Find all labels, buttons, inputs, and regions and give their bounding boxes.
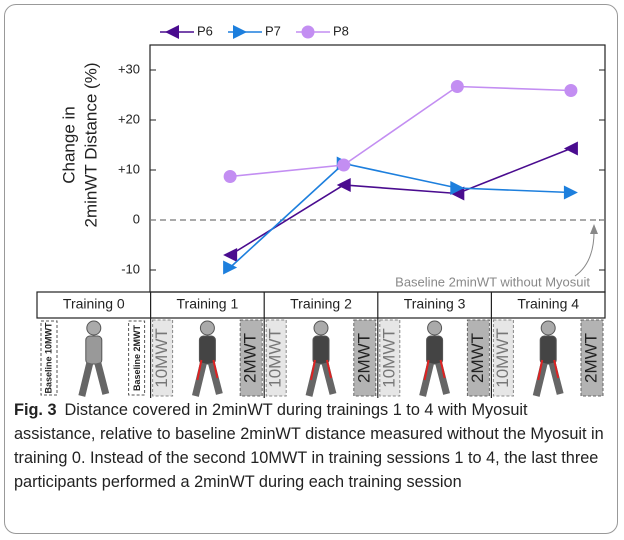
legend-label: P6 — [197, 23, 213, 38]
arrow-head — [590, 224, 598, 234]
annotation-arrow — [575, 228, 594, 276]
figure-body — [199, 336, 215, 364]
point — [337, 178, 351, 192]
point — [302, 26, 315, 39]
y-axis-label: 2minWT Distance (%) — [81, 63, 100, 228]
figure-body — [540, 336, 556, 364]
category-label: Training 3 — [404, 296, 466, 312]
legend-label: P7 — [265, 23, 281, 38]
category-label: Training 2 — [290, 296, 352, 312]
page: Change in2minWT Distance (%) +30 +20 +10 0 -1… — [0, 0, 624, 540]
figure-body — [427, 336, 443, 364]
reference-label: Baseline 2minWT without Myosuit — [395, 274, 590, 289]
series-line — [230, 149, 571, 256]
y-tick-label: +10 — [118, 161, 140, 176]
category-label: Training 1 — [177, 296, 239, 312]
series-line — [230, 87, 571, 177]
plot-frame — [150, 45, 605, 292]
figure-body — [313, 336, 329, 364]
point — [337, 159, 350, 172]
panel-right-label: 2MWT — [354, 333, 373, 383]
category-label: Training 0 — [63, 296, 125, 312]
point — [224, 170, 237, 183]
figure-legs — [82, 363, 106, 396]
figure-head — [200, 321, 214, 335]
figure-body — [86, 336, 102, 364]
caption-label: Fig. 3 — [14, 401, 57, 419]
point — [564, 142, 578, 156]
panel-left-label: 10MWT — [379, 328, 398, 388]
point — [223, 248, 237, 262]
figure-head — [314, 321, 328, 335]
panel-right-label: 2MWT — [468, 333, 487, 383]
panel-right-label: 2MWT — [241, 333, 260, 383]
y-axis-label: Change in — [59, 106, 78, 184]
point — [165, 25, 179, 39]
series-line — [230, 164, 571, 268]
caption-text: Distance covered in 2minWT during traini… — [14, 401, 604, 491]
point — [564, 84, 577, 97]
figure-head — [428, 321, 442, 335]
y-tick-label: +20 — [118, 111, 140, 126]
category-label: Training 4 — [517, 296, 579, 312]
y-tick-label: -10 — [121, 261, 140, 276]
figure-head — [541, 321, 555, 335]
panel-left-label: 10MWT — [266, 328, 285, 388]
point — [451, 80, 464, 93]
panel-left-label: Baseline 10MWT — [43, 322, 53, 394]
panel-left-label: 10MWT — [493, 328, 512, 388]
panel-right-label: Baseline 2MWT — [132, 324, 142, 391]
figure-head — [87, 321, 101, 335]
point — [233, 25, 247, 39]
y-tick-label: 0 — [133, 211, 140, 226]
panel-right-label: 2MWT — [581, 333, 600, 383]
y-tick-label: +30 — [118, 61, 140, 76]
legend-label: P8 — [333, 23, 349, 38]
point — [564, 186, 578, 200]
panel-left-label: 10MWT — [152, 328, 171, 388]
